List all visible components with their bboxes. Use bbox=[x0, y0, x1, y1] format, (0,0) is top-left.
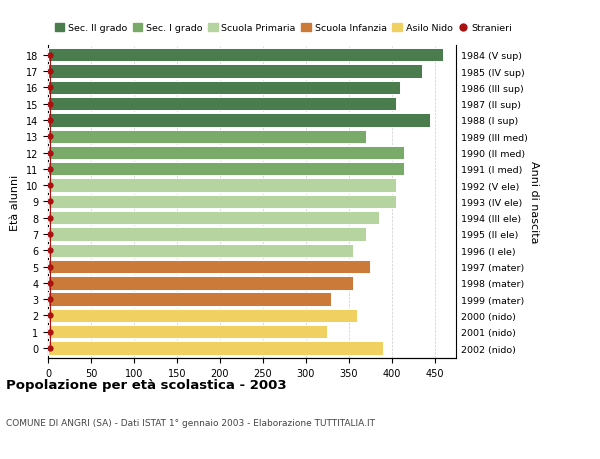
Bar bbox=[48, 98, 396, 111]
Bar bbox=[48, 65, 422, 78]
Bar bbox=[48, 277, 353, 290]
Legend: Sec. II grado, Sec. I grado, Scuola Primaria, Scuola Infanzia, Asilo Nido, Stran: Sec. II grado, Sec. I grado, Scuola Prim… bbox=[53, 22, 514, 35]
Bar bbox=[48, 146, 404, 160]
Bar bbox=[48, 179, 396, 192]
Bar bbox=[48, 163, 404, 176]
Bar bbox=[48, 49, 443, 62]
Bar bbox=[48, 228, 366, 241]
Bar bbox=[48, 130, 366, 144]
Bar bbox=[48, 212, 379, 225]
Y-axis label: Anni di nascita: Anni di nascita bbox=[529, 161, 539, 243]
Text: Popolazione per età scolastica - 2003: Popolazione per età scolastica - 2003 bbox=[6, 379, 287, 392]
Bar bbox=[48, 114, 430, 127]
Bar bbox=[48, 244, 353, 257]
Y-axis label: Età alunni: Età alunni bbox=[10, 174, 20, 230]
Bar bbox=[48, 341, 383, 355]
Bar bbox=[48, 293, 331, 306]
Bar bbox=[48, 260, 370, 274]
Bar bbox=[48, 195, 396, 209]
Bar bbox=[48, 82, 400, 95]
Bar bbox=[48, 325, 327, 339]
Bar bbox=[48, 309, 357, 322]
Text: COMUNE DI ANGRI (SA) - Dati ISTAT 1° gennaio 2003 - Elaborazione TUTTITALIA.IT: COMUNE DI ANGRI (SA) - Dati ISTAT 1° gen… bbox=[6, 418, 375, 427]
